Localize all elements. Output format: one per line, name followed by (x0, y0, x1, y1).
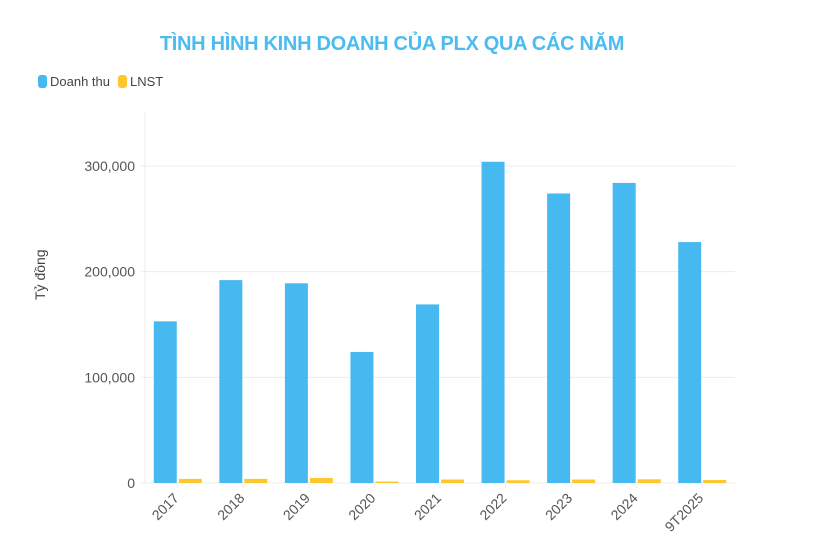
bar-lnst[interactable] (309, 478, 333, 483)
bar-lnst[interactable] (572, 479, 596, 483)
bar-doanh-thu[interactable] (416, 304, 439, 483)
legend-label: LNST (130, 74, 164, 89)
x-tick-label: 2023 (542, 490, 575, 523)
bar-lnst[interactable] (244, 478, 268, 483)
x-tick-label: 2019 (280, 490, 313, 523)
y-tick-label: 300,000 (84, 158, 135, 174)
bar-doanh-thu[interactable] (153, 321, 177, 483)
x-tick-label: 2017 (149, 490, 182, 523)
y-tick-label: 200,000 (84, 264, 135, 280)
x-tick-label: 2021 (411, 490, 444, 523)
legend-swatch-lnst (118, 75, 127, 88)
bar-doanh-thu[interactable] (612, 182, 636, 483)
y-axis-label: Tỷ đồng (32, 249, 48, 300)
legend-item-doanh-thu[interactable]: Doanh thu (38, 74, 110, 89)
y-tick-label: 100,000 (84, 369, 135, 385)
legend-item-lnst[interactable]: LNST (118, 74, 163, 89)
bar-doanh-thu[interactable] (284, 283, 308, 483)
legend: Doanh thu LNST (38, 74, 171, 89)
bar-lnst[interactable] (637, 479, 661, 483)
bar-lnst[interactable] (178, 478, 202, 483)
legend-label: Doanh thu (50, 74, 110, 89)
x-tick-label: 2020 (345, 490, 378, 523)
legend-swatch-doanh-thu (38, 75, 47, 88)
bar-doanh-thu[interactable] (547, 193, 571, 483)
bar-doanh-thu[interactable] (481, 161, 505, 484)
chart-title: TÌNH HÌNH KINH DOANH CỦA PLX QUA CÁC NĂM (159, 33, 625, 55)
bar-doanh-thu[interactable] (350, 351, 374, 483)
x-tick-label: 9T2025 (661, 490, 706, 535)
bar-lnst[interactable] (375, 481, 399, 484)
bar-lnst[interactable] (441, 479, 464, 483)
x-tick-label: 2024 (607, 490, 640, 523)
bar-doanh-thu[interactable] (678, 242, 702, 483)
bar-lnst[interactable] (506, 480, 530, 483)
x-tick-label: 2022 (476, 490, 509, 523)
x-tick-label: 2018 (214, 490, 247, 523)
bar-lnst[interactable] (703, 480, 727, 483)
bar-doanh-thu[interactable] (219, 280, 243, 483)
y-tick-label: 0 (127, 475, 135, 491)
